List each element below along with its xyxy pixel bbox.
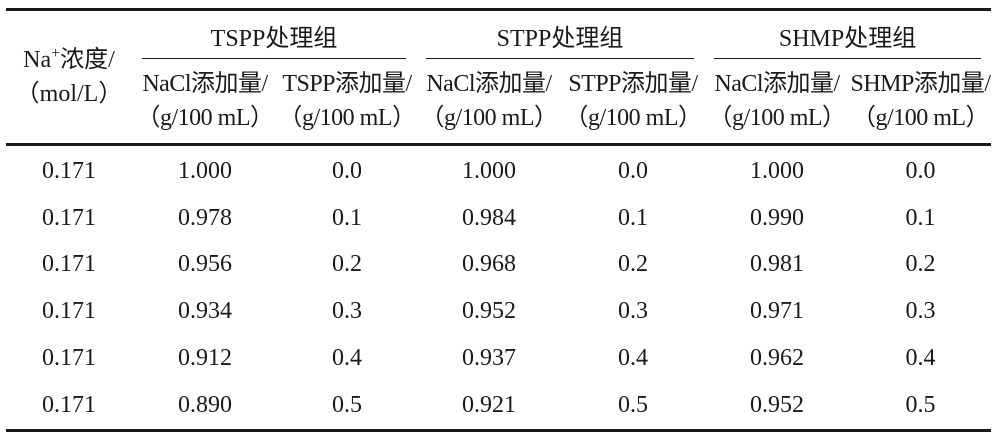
cell-na: 0.171 — [42, 251, 96, 278]
cell-shmp-amount: 0.2 — [905, 251, 936, 278]
table-body: 0.171 1.000 0.0 1.000 0.0 1.000 0.0 0.17… — [6, 145, 992, 432]
cell-na: 0.171 — [6, 381, 132, 432]
cell-tspp-nacl: 0.956 — [178, 251, 232, 278]
cell-tspp-amount: 0.4 — [332, 345, 362, 372]
group-header-shmp: SHMP处理组 — [704, 8, 992, 59]
cell-tspp-nacl: 1.000 — [178, 157, 232, 184]
subheader-tspp-nacl: NaCl添加量/（g/100 mL） — [132, 59, 278, 146]
table-row: 0.171 0.890 0.5 0.921 0.5 0.952 0.5 — [6, 381, 992, 432]
cell-stpp-amount: 0.3 — [618, 298, 649, 325]
table-row: 0.171 0.978 0.1 0.984 0.1 0.990 0.1 — [6, 195, 991, 242]
cell-stpp-nacl: 1.000 — [462, 157, 517, 184]
cell-stpp-amount: 0.5 — [562, 381, 705, 432]
cell-na: 0.171 — [42, 204, 96, 231]
cell-shmp-nacl: 0.962 — [750, 345, 805, 372]
subheader-stpp-nacl: NaCl添加量/（g/100 mL） — [416, 59, 563, 146]
na-header-line1: Na+浓度/ — [23, 45, 115, 74]
cell-na: 0.171 — [42, 345, 96, 372]
group-header-stpp: STPP处理组 — [416, 8, 705, 59]
table-header: Na+浓度/ （mol/L） TSPP处理组 STPP处理组 SHMP处理组 N… — [6, 8, 992, 146]
cell-shmp-amount: 0.0 — [905, 157, 936, 184]
cell-stpp-amount: 0.4 — [618, 345, 649, 372]
cell-stpp-nacl: 0.921 — [416, 381, 563, 432]
table-row: 0.171 0.956 0.2 0.968 0.2 0.981 0.2 — [6, 242, 991, 289]
cell-na: 0.171 — [42, 157, 96, 184]
cell-stpp-nacl: 0.968 — [462, 251, 517, 278]
na-concentration-header: Na+浓度/ （mol/L） — [6, 8, 132, 146]
cell-stpp-nacl: 0.952 — [462, 298, 517, 325]
cell-shmp-amount: 0.4 — [905, 345, 936, 372]
subheader-stpp-amount: STPP添加量/（g/100 mL） — [562, 59, 705, 146]
cell-shmp-nacl: 0.952 — [704, 381, 851, 432]
subheader-tspp-amount: TSPP添加量/（g/100 mL） — [278, 59, 417, 146]
cell-tspp-amount: 0.2 — [332, 251, 362, 278]
cell-stpp-amount: 0.2 — [618, 251, 649, 278]
cell-shmp-nacl: 0.971 — [750, 298, 805, 325]
cell-shmp-amount: 0.3 — [905, 298, 936, 325]
cell-tspp-amount: 0.5 — [278, 381, 417, 432]
cell-shmp-nacl: 1.000 — [750, 157, 805, 184]
subheader-shmp-nacl: NaCl添加量/（g/100 mL） — [704, 59, 851, 146]
cell-tspp-nacl: 0.978 — [178, 204, 232, 231]
cell-shmp-nacl: 0.990 — [750, 204, 805, 231]
cell-shmp-amount: 0.1 — [905, 204, 936, 231]
cell-shmp-nacl: 0.981 — [750, 251, 805, 278]
cell-tspp-amount: 0.0 — [332, 157, 362, 184]
na-header-line2: （mol/L） — [15, 81, 123, 107]
cell-stpp-amount: 0.0 — [618, 157, 649, 184]
cell-tspp-amount: 0.3 — [332, 298, 362, 325]
cell-tspp-nacl: 0.890 — [132, 381, 278, 432]
data-table: Na+浓度/ （mol/L） TSPP处理组 STPP处理组 SHMP处理组 N… — [6, 8, 991, 432]
cell-shmp-amount: 0.5 — [850, 381, 992, 432]
table-row: 0.171 0.934 0.3 0.952 0.3 0.971 0.3 — [6, 288, 991, 335]
group-header-tspp: TSPP处理组 — [132, 8, 417, 59]
cell-tspp-amount: 0.1 — [332, 204, 362, 231]
table-row: 0.171 0.912 0.4 0.937 0.4 0.962 0.4 — [6, 335, 991, 382]
cell-stpp-nacl: 0.984 — [462, 204, 517, 231]
cell-tspp-nacl: 0.934 — [178, 298, 232, 325]
cell-na: 0.171 — [42, 298, 96, 325]
cell-stpp-nacl: 0.937 — [462, 345, 517, 372]
cell-stpp-amount: 0.1 — [618, 204, 649, 231]
table-row: 0.171 1.000 0.0 1.000 0.0 1.000 0.0 — [6, 145, 991, 195]
cell-tspp-nacl: 0.912 — [178, 345, 232, 372]
subheader-shmp-amount: SHMP添加量/（g/100 mL） — [850, 59, 991, 146]
